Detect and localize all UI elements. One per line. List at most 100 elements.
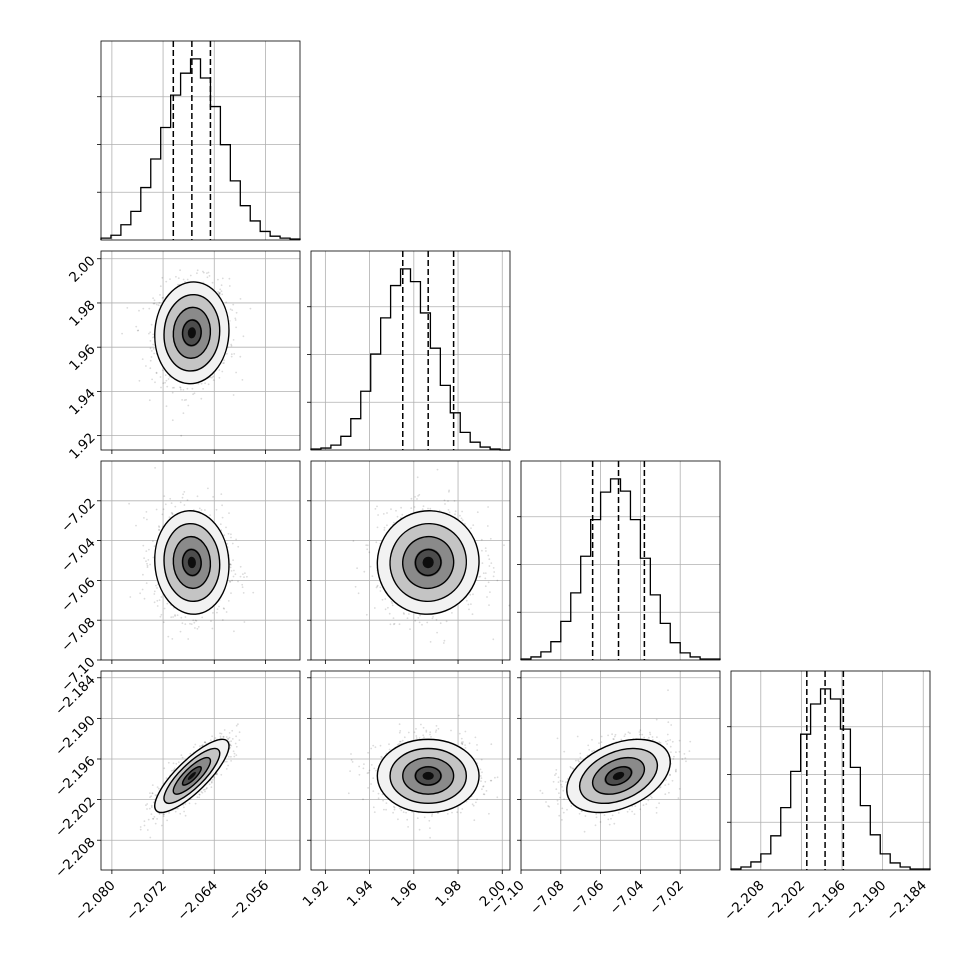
scatter-point [150, 806, 153, 808]
scatter-point [414, 496, 416, 498]
scatter-point [159, 376, 162, 378]
scatter-point [174, 614, 176, 616]
scatter-point [385, 802, 388, 804]
scatter-point [158, 526, 161, 528]
scatter-point [225, 768, 228, 770]
scatter-point [192, 393, 195, 396]
scatter-point [228, 320, 231, 322]
scatter-point [146, 803, 149, 805]
scatter-point [418, 493, 421, 496]
scatter-point [460, 737, 463, 740]
scatter-point [233, 569, 235, 572]
scatter-point [235, 724, 238, 727]
scatter-point [363, 763, 365, 765]
scatter-point [191, 387, 194, 390]
scatter-point [189, 752, 192, 755]
scatter-point [225, 760, 228, 763]
scatter-point [180, 754, 183, 757]
scatter-point [175, 275, 177, 278]
scatter-point [160, 596, 163, 598]
scatter-point [472, 593, 474, 596]
scatter-point [182, 278, 185, 281]
scatter-point [484, 572, 487, 574]
scatter-point [402, 811, 405, 813]
scatter-point [226, 542, 229, 545]
scatter-point [426, 621, 429, 624]
scatter-point [152, 817, 155, 820]
scatter-point [238, 739, 241, 741]
scatter-point [451, 612, 453, 614]
scatter-point [384, 608, 387, 611]
scatter-point [454, 513, 456, 516]
scatter-point [153, 545, 156, 548]
scatter-point [186, 499, 189, 501]
density-fill-4 [187, 556, 196, 569]
scatter-point [481, 549, 483, 552]
scatter-point [451, 811, 453, 814]
scatter-point [393, 521, 395, 524]
scatter-point [230, 563, 232, 566]
scatter-point [152, 801, 155, 804]
scatter-point [139, 592, 142, 595]
scatter-point [230, 570, 233, 572]
scatter-point [149, 367, 152, 370]
scatter-point [154, 794, 157, 797]
scatter-point [242, 335, 245, 338]
scatter-point [363, 570, 366, 573]
scatter-point [162, 296, 165, 299]
scatter-point [220, 773, 223, 776]
scatter-point [163, 813, 165, 816]
scatter-point [235, 735, 238, 738]
scatter-point [234, 317, 237, 320]
scatter-point [196, 627, 199, 630]
scatter-point [143, 820, 146, 823]
scatter-point [184, 803, 187, 805]
scatter-point [233, 752, 236, 755]
scatter-point [198, 793, 201, 796]
scatter-point [181, 622, 184, 625]
scatter-point [393, 808, 396, 811]
scatter-point [473, 819, 476, 822]
scatter-point [211, 281, 214, 284]
scatter-point [146, 518, 148, 521]
scatter-point [461, 743, 464, 746]
scatter-point [252, 591, 255, 594]
scatter-point [227, 737, 229, 740]
scatter-point [200, 397, 203, 400]
contour-2 [402, 535, 455, 590]
scatter-point [141, 588, 144, 591]
panel-frame-3-0 [100, 670, 301, 871]
scatter-point [137, 329, 140, 332]
scatter-point [183, 491, 186, 493]
scatter-point [398, 723, 401, 726]
scatter-point [221, 370, 224, 373]
scatter-point [153, 601, 156, 604]
scatter-point [476, 511, 479, 514]
scatter-point [223, 534, 226, 536]
scatter-point [518, 769, 520, 771]
scatter-point [156, 786, 159, 788]
scatter-point [198, 793, 201, 796]
scatter-point [453, 500, 456, 502]
scatter-point [171, 512, 174, 515]
scatter-point [153, 299, 156, 302]
scatter-point [211, 627, 214, 630]
scatter-point [230, 592, 232, 594]
scatter-point [183, 806, 185, 809]
scatter-point [429, 641, 432, 643]
scatter-point [376, 585, 379, 588]
scatter-point [486, 525, 489, 527]
scatter-point [435, 725, 438, 727]
scatter-point [193, 392, 196, 395]
scatter-point [230, 740, 233, 743]
scatter-point [169, 278, 171, 280]
scatter-point [400, 516, 402, 519]
scatter-point [154, 822, 157, 825]
scatter-point [183, 810, 186, 813]
scatter-point [428, 819, 431, 822]
scatter-point [237, 545, 240, 548]
scatter-point [482, 572, 485, 575]
scatter-point [185, 398, 188, 401]
scatter-point [492, 567, 495, 569]
scatter-point [162, 508, 165, 511]
